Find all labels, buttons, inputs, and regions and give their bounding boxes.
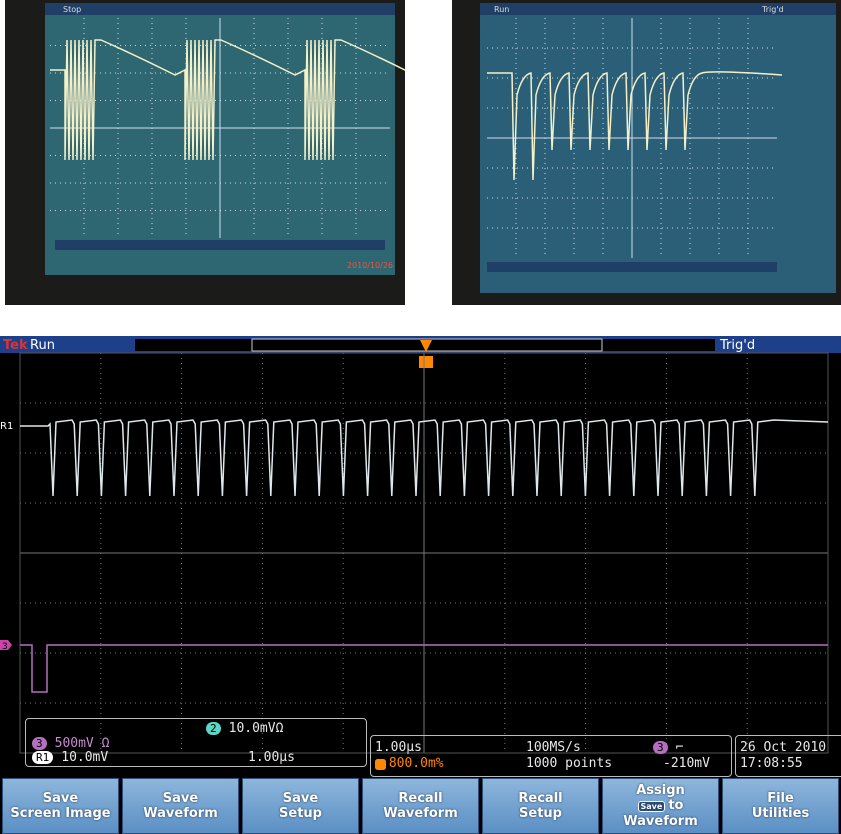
photo-right: Run Trig'd <box>452 0 841 305</box>
readout-bar <box>487 262 777 272</box>
photo-left: Stop 2010/10/26 <box>5 0 416 305</box>
softkey[interactable]: File Utilities <box>722 778 839 834</box>
ch3-waveform <box>20 644 828 693</box>
header <box>45 3 395 15</box>
acq-panel: 1.00µs 800.0m% 100MS/s 1000 points 3 ⌐ -2… <box>370 735 732 777</box>
ch3-num: 3 <box>32 737 47 750</box>
ch3-readout: 3 500mV Ω <box>32 736 109 751</box>
ref-marker: R1 <box>0 421 13 432</box>
softkey[interactable]: Save Setup <box>242 778 359 834</box>
ref-waveform <box>20 419 829 497</box>
status: Run <box>494 5 509 14</box>
trig-source-num: 3 <box>653 741 668 754</box>
softkey-row: Waveform <box>123 806 238 821</box>
ch2-scale: 10.0mVΩ <box>228 721 284 736</box>
header <box>480 3 836 15</box>
run-status: Run <box>30 338 55 353</box>
trig-level: -210mV <box>663 756 710 771</box>
trigger-status: Trig'd <box>719 338 755 353</box>
softkey-row: Save to <box>603 798 718 814</box>
softkey-row: Save <box>123 791 238 806</box>
graticule-frame <box>19 352 829 754</box>
ch3-marker: 3 <box>2 642 8 652</box>
softkey-label: Setup <box>519 806 562 821</box>
softkey-label: Setup <box>279 806 322 821</box>
softkey-label: Waveform <box>383 806 458 821</box>
readout-bar <box>55 240 385 250</box>
position-value: 800.0m% <box>388 756 444 771</box>
position: 800.0m% <box>375 756 444 771</box>
softkey-row: Waveform <box>363 806 478 821</box>
record-length: 1000 points <box>526 756 613 771</box>
waveform <box>487 71 783 181</box>
softkey-label: Waveform <box>143 806 218 821</box>
sample-rate: 100MS/s <box>526 740 581 755</box>
scope-screen: Tek Run Trig'd R1 3 2 10.0mVΩ 3 500mV Ω R1… <box>0 336 841 834</box>
ref-time: 1.00µs <box>248 750 295 765</box>
softkey-row: File <box>723 791 838 806</box>
scope-display: Tek Run Trig'd R1 3 <box>0 336 841 754</box>
ch2-readout: 2 10.0mVΩ <box>206 721 283 736</box>
softkey-row: Setup <box>483 806 598 821</box>
trig-source: 3 ⌐ <box>653 740 683 755</box>
waveform <box>50 39 416 161</box>
softkey[interactable]: Assign Save to Waveform <box>602 778 719 834</box>
softkey[interactable]: Recall Setup <box>482 778 599 834</box>
trigger: Trig'd <box>761 5 784 14</box>
softkey-label: Screen Image <box>10 806 111 821</box>
timebase: 1.00µs <box>375 740 422 755</box>
softkey[interactable]: Recall Waveform <box>362 778 479 834</box>
softkey-row: Recall <box>363 791 478 806</box>
softkey-label: Assign <box>636 783 685 798</box>
softkey-row: Recall <box>483 791 598 806</box>
record-window <box>251 338 603 352</box>
softkey-label: Utilities <box>751 806 810 821</box>
softkey-label: Recall <box>518 791 563 806</box>
softkey-label: to <box>668 798 684 813</box>
softkey-row: Assign <box>603 783 718 798</box>
softkey-label: Recall <box>398 791 443 806</box>
trigger-pos <box>420 340 432 352</box>
softkey-label: Save <box>42 791 79 806</box>
softkey-row: Setup <box>243 806 358 821</box>
ch3-marker-bg <box>0 640 12 650</box>
softkey-row: Screen Image <box>3 806 118 821</box>
softkey-row: Save <box>243 791 358 806</box>
softkey-label: Waveform <box>623 814 698 829</box>
ch2-num: 2 <box>206 722 221 735</box>
softkey-label: Save <box>282 791 319 806</box>
trigger-marker <box>419 356 433 368</box>
softkey[interactable]: Save Screen Image <box>2 778 119 834</box>
softkey-label: Save <box>637 801 666 812</box>
ref-num: R1 <box>32 751 54 764</box>
clock-panel: 26 Oct 2010 17:08:55 <box>735 735 841 777</box>
softkey-row: Utilities <box>723 806 838 821</box>
softkey-label: File <box>767 791 794 806</box>
date: 2010/10/26 <box>347 261 393 270</box>
softkey[interactable]: Save Waveform <box>122 778 239 834</box>
softkey-row: Save <box>3 791 118 806</box>
photo-left-screen: Stop 2010/10/26 <box>45 3 416 275</box>
screen <box>480 3 836 293</box>
photo-right-screen: Run Trig'd <box>480 3 836 293</box>
brand: Tek <box>3 338 28 353</box>
softkey-row: Waveform <box>603 814 718 829</box>
time: 17:08:55 <box>740 756 803 771</box>
status: Stop <box>63 5 81 14</box>
ref-readout: R1 10.0mV <box>32 750 108 765</box>
channel-panel: 2 10.0mVΩ 3 500mV Ω R1 10.0mV 1.00µs <box>25 718 367 767</box>
ref-scale: 10.0mV <box>61 750 109 765</box>
date: 26 Oct 2010 <box>740 740 827 755</box>
softkey-label: Save <box>162 791 199 806</box>
ch3-scale: 500mV Ω <box>54 736 110 751</box>
